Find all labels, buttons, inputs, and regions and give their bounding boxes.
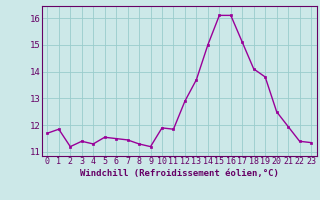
X-axis label: Windchill (Refroidissement éolien,°C): Windchill (Refroidissement éolien,°C) bbox=[80, 169, 279, 178]
